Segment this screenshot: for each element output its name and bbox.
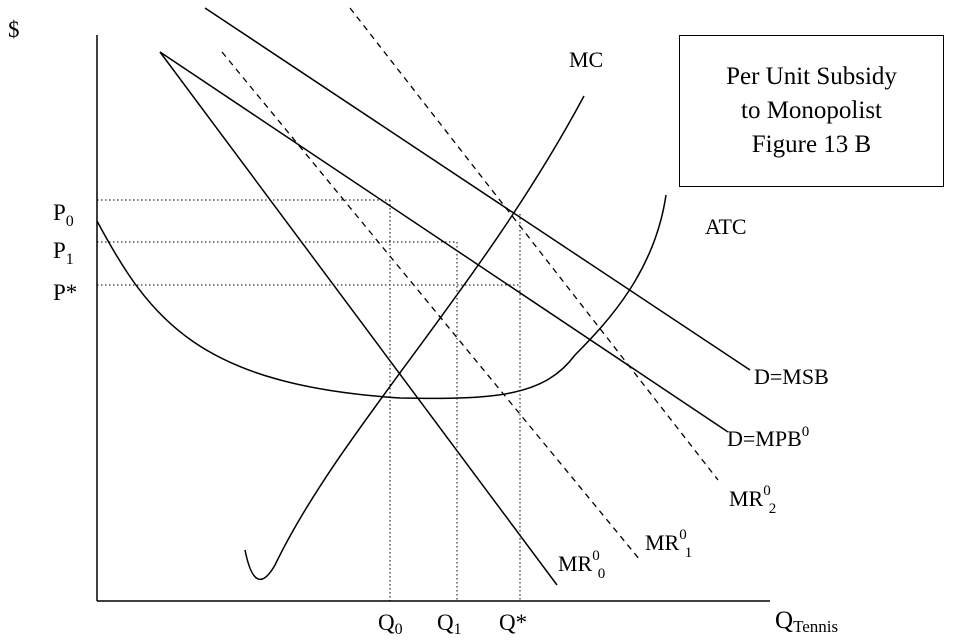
d-msb-label: D=MSB bbox=[754, 364, 829, 389]
mr02-curve bbox=[349, 7, 719, 481]
mr00-curve bbox=[159, 51, 558, 586]
reference-lines bbox=[97, 199, 521, 601]
mc-curve bbox=[244, 95, 585, 581]
mr00-label: MR0 0 bbox=[558, 548, 605, 582]
d-mpb-label: D=MPB0 bbox=[727, 424, 809, 451]
d-mpb-curve bbox=[159, 51, 729, 433]
x-axis-label: QTennis bbox=[775, 607, 838, 636]
figure-title-box: Per Unit Subsidy to Monopolist Figure 13… bbox=[679, 35, 944, 187]
q0-label: Q0 bbox=[378, 610, 403, 638]
p0-label: P0 bbox=[53, 200, 74, 230]
mr01-curve bbox=[221, 51, 641, 561]
title-line-1: Per Unit Subsidy bbox=[726, 63, 897, 90]
mr01-label: MR0 1 bbox=[645, 527, 692, 561]
atc-curve bbox=[96, 194, 667, 400]
qstar-label: Q* bbox=[499, 610, 527, 635]
p1-label: P1 bbox=[53, 238, 74, 268]
mc-label: MC bbox=[569, 47, 603, 72]
title-line-3: Figure 13 B bbox=[751, 131, 872, 158]
atc-label: ATC bbox=[705, 214, 747, 239]
y-axis-label: $ bbox=[8, 17, 20, 42]
pstar-label: P* bbox=[53, 280, 77, 305]
mr02-label: MR0 2 bbox=[729, 483, 776, 517]
q1-label: Q1 bbox=[437, 610, 462, 638]
title-line-2: to Monopolist bbox=[741, 97, 882, 124]
d-msb-curve bbox=[204, 7, 751, 371]
